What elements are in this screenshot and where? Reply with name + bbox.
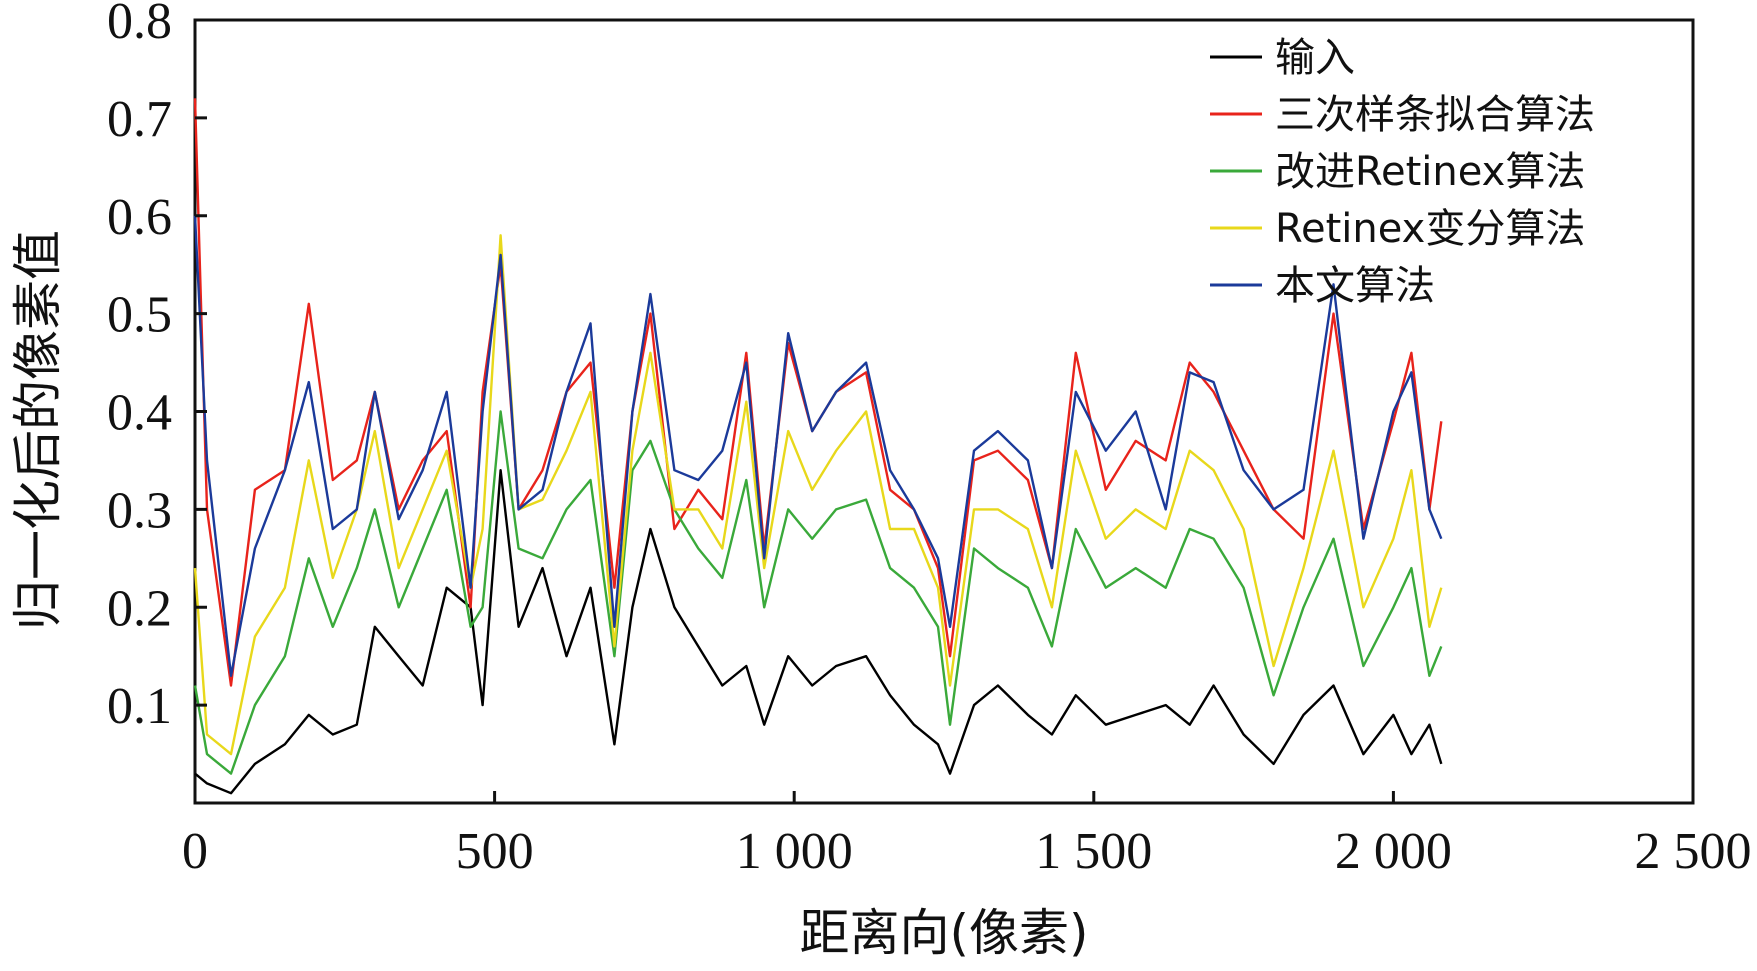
y-tick-label: 0.2 bbox=[107, 580, 172, 637]
x-tick-label: 2 500 bbox=[1635, 823, 1752, 880]
y-tick-label: 0.4 bbox=[107, 385, 172, 442]
x-tick-label: 0 bbox=[182, 823, 208, 880]
legend-label-2: 改进Retinex算法 bbox=[1275, 149, 1585, 195]
x-axis-ticks: 0 500 1 000 1 500 2 000 2 500 bbox=[182, 791, 1752, 880]
legend-label-3: Retinex变分算法 bbox=[1275, 206, 1585, 252]
series-line-0 bbox=[194, 469, 1443, 795]
y-tick-label: 0.6 bbox=[107, 189, 172, 246]
x-tick-label: 2 000 bbox=[1335, 823, 1452, 880]
series-layer bbox=[193, 98, 1443, 795]
series-line-2 bbox=[193, 410, 1443, 775]
legend-label-4: 本文算法 bbox=[1275, 263, 1435, 309]
y-tick-label: 0.8 bbox=[107, 0, 172, 50]
x-axis-title: 距离向(像素) bbox=[799, 904, 1088, 962]
x-tick-label: 1 500 bbox=[1035, 823, 1152, 880]
y-tick-label: 0.7 bbox=[107, 91, 172, 148]
x-tick-label: 500 bbox=[456, 823, 534, 880]
series-line-1 bbox=[193, 98, 1443, 687]
y-axis-title: 归一化后的像素值 bbox=[9, 230, 67, 630]
series-line-3 bbox=[193, 234, 1443, 756]
legend-label-1: 三次样条拟合算法 bbox=[1275, 92, 1595, 138]
x-tick-label: 1 000 bbox=[736, 823, 853, 880]
y-axis-ticks: 0.1 0.2 0.3 0.4 0.5 0.6 0.7 0.8 bbox=[107, 0, 207, 735]
series-line-4 bbox=[193, 215, 1443, 677]
legend-label-0: 输入 bbox=[1275, 35, 1355, 81]
y-tick-label: 0.5 bbox=[107, 287, 172, 344]
y-tick-label: 0.1 bbox=[107, 678, 172, 735]
y-tick-label: 0.3 bbox=[107, 482, 172, 539]
